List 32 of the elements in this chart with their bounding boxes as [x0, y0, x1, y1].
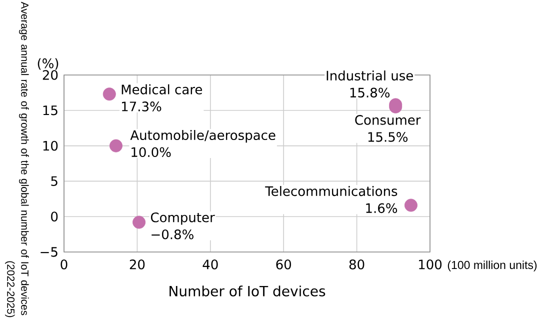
- point: [132, 216, 146, 229]
- series-label: Telecommunications: [265, 186, 398, 196]
- y-axis-title: Average annual rate of growth of the global number of IoT devices (2022-2025): [5, 2, 29, 318]
- point: [404, 198, 418, 212]
- x-axis-title: Number of IoT devices: [170, 286, 326, 296]
- x-tick-label: 80: [349, 260, 364, 270]
- data-label: 15.8%: [350, 88, 390, 98]
- x-tick-label: 0: [60, 260, 68, 270]
- y-tick-label: 0: [51, 212, 58, 222]
- series-label: Computer: [150, 212, 215, 225]
- data-label: 15.5%: [368, 132, 408, 142]
- x-tick-label: 60: [276, 260, 291, 270]
- series-label: Consumer: [355, 115, 421, 125]
- text: (%): [38, 58, 58, 70]
- y-tick-label: 10: [43, 140, 58, 151]
- x-tick-label: 40: [202, 260, 218, 270]
- y-tick-label: 15: [43, 106, 58, 116]
- data-label: 10.0%: [132, 147, 171, 158]
- x-tick-label: 20: [130, 260, 145, 270]
- series-label: Medical care: [122, 84, 202, 94]
- y-tick-label: 5: [51, 176, 58, 186]
- series-label: Automobile/aerospace: [130, 130, 276, 143]
- point: [109, 139, 122, 152]
- y-tick-label: −5: [40, 247, 58, 257]
- data-label: 17.3%: [122, 102, 162, 112]
- point: [102, 88, 116, 101]
- text: (100 million units): [448, 260, 537, 272]
- x-tick-label: 100: [419, 260, 442, 270]
- data-label: 1.6%: [366, 203, 398, 214]
- series-label: Industrial use: [326, 70, 413, 81]
- y-tick-label: 20: [42, 70, 58, 80]
- data-label: −0.8%: [152, 229, 194, 240]
